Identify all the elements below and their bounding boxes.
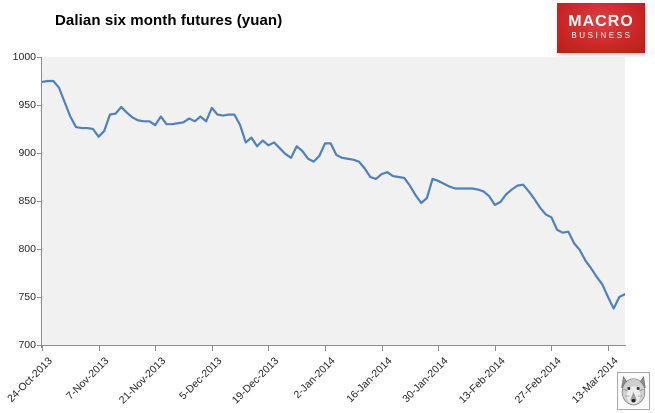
x-axis-tick-label: 21-Nov-2013 <box>116 355 168 407</box>
x-axis-tick-label: 19-Dec-2013 <box>229 355 281 407</box>
x-axis-tick-mark <box>551 345 553 351</box>
y-axis-tick-mark <box>37 249 41 250</box>
x-axis-tick-mark <box>381 345 383 351</box>
y-axis-tick-mark <box>37 57 41 58</box>
y-axis-tick-label: 850 <box>18 194 36 207</box>
y-axis-tick-mark <box>37 345 41 346</box>
y-axis-line <box>41 57 42 348</box>
x-axis-tick-label: 13-Mar-2014 <box>569 355 621 407</box>
x-axis-tick-mark <box>494 345 496 351</box>
x-axis-tick-label: 2-Jan-2014 <box>291 355 338 402</box>
y-axis-tick-label: 950 <box>18 98 36 111</box>
x-axis-line <box>41 345 626 346</box>
wolf-badge <box>617 372 650 410</box>
plot-area <box>42 57 625 345</box>
y-axis-tick-mark <box>37 201 41 202</box>
x-axis-tick-mark <box>608 345 609 351</box>
x-axis-tick-mark <box>325 345 326 351</box>
futures-price-chart <box>42 79 625 310</box>
x-axis-tick-mark <box>211 345 213 351</box>
x-axis-tick-mark <box>155 345 157 351</box>
y-axis-tick-mark <box>37 297 41 298</box>
chart-title: Dalian six month futures (yuan) <box>55 12 283 29</box>
x-axis-tick-mark <box>438 345 440 351</box>
x-axis-tick-label: 30-Jan-2014 <box>400 355 451 406</box>
y-axis-tick-label: 800 <box>18 242 36 255</box>
y-axis-tick-label: 900 <box>18 146 36 159</box>
y-axis-tick-mark <box>37 153 41 154</box>
x-axis-tick-label: 16-Jan-2014 <box>343 355 395 406</box>
y-axis-tick-label: 750 <box>18 290 36 303</box>
y-axis-tick-label: 1000 <box>12 50 36 63</box>
x-axis-tick-label: 24-Oct-2013 <box>4 355 55 405</box>
x-axis-tick-label: 7-Nov-2013 <box>63 355 112 403</box>
x-axis-tick-mark <box>42 345 43 351</box>
y-axis-tick-label: 700 <box>18 338 36 351</box>
x-axis-tick-mark <box>98 345 100 351</box>
y-axis-tick-mark <box>37 105 41 106</box>
x-axis-tick-label: 27-Feb-2014 <box>512 355 564 407</box>
logo-text-macro: MACRO <box>568 13 634 30</box>
macrobusiness-logo: MACRO BUSINESS <box>557 3 645 53</box>
x-axis-tick-label: 5-Dec-2013 <box>177 355 225 403</box>
wolf-face-icon <box>621 375 646 406</box>
x-axis-tick-label: 13-Feb-2014 <box>456 355 508 407</box>
price-line-series <box>42 79 625 310</box>
x-axis-tick-mark <box>268 345 270 351</box>
logo-text-business: BUSINESS <box>571 31 633 40</box>
